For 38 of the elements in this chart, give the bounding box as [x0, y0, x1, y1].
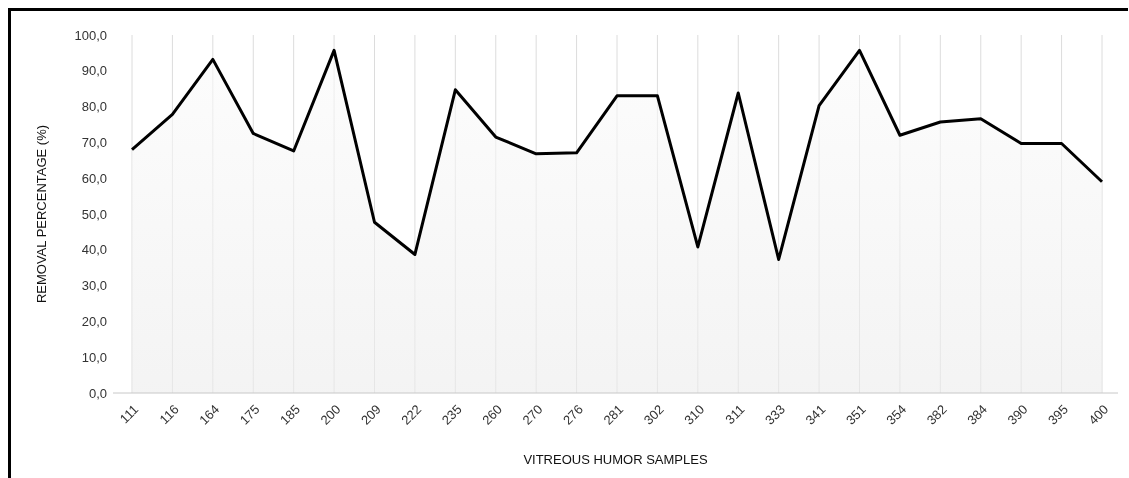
x-tick-label: 164: [196, 401, 223, 428]
x-tick-label: 200: [317, 401, 344, 428]
x-tick-label: 390: [1004, 401, 1031, 428]
y-tick-label: 60,0: [81, 170, 107, 186]
x-tick-label: 400: [1085, 401, 1112, 428]
x-tick-label: 395: [1044, 401, 1071, 428]
x-tick-label: 354: [883, 401, 910, 428]
x-tick-label: 222: [398, 401, 425, 428]
y-axis-title: REMOVAL PERCENTAGE (%): [34, 124, 49, 304]
y-tick-label: 0,0: [88, 385, 107, 401]
y-tick-label: 50,0: [81, 206, 107, 222]
y-tick-label: 30,0: [81, 278, 107, 294]
x-tick-label: 311: [722, 401, 748, 427]
x-tick-label: 341: [802, 401, 829, 428]
y-tick-label: 80,0: [81, 99, 107, 115]
x-tick-label: 260: [479, 401, 506, 428]
y-tick-label: 20,0: [81, 313, 107, 329]
x-tick-label: 351: [842, 401, 869, 428]
x-tick-label: 209: [357, 401, 384, 428]
x-tick-label: 302: [640, 401, 667, 428]
y-tick-label: 90,0: [81, 63, 107, 79]
x-tick-label: 175: [236, 401, 263, 428]
x-tick-label: 281: [600, 401, 627, 428]
y-tick-label: 40,0: [81, 242, 107, 258]
x-tick-label: 235: [438, 401, 465, 428]
x-tick-label: 310: [681, 401, 708, 428]
x-tick-label: 111: [116, 401, 142, 427]
y-tick-label: 70,0: [81, 134, 107, 150]
x-tick-label: 185: [277, 401, 304, 428]
x-tick-label: 382: [923, 401, 950, 428]
x-tick-label: 270: [519, 401, 546, 428]
x-axis-title: VITREOUS HUMOR SAMPLES: [523, 452, 708, 467]
x-tick-label: 384: [964, 401, 991, 428]
y-tick-label: 10,0: [81, 349, 107, 365]
x-tick-label: 276: [559, 401, 586, 428]
x-tick-label: 116: [156, 401, 182, 427]
x-tick-label: 333: [762, 401, 789, 428]
y-tick-label: 100,0: [74, 27, 107, 43]
